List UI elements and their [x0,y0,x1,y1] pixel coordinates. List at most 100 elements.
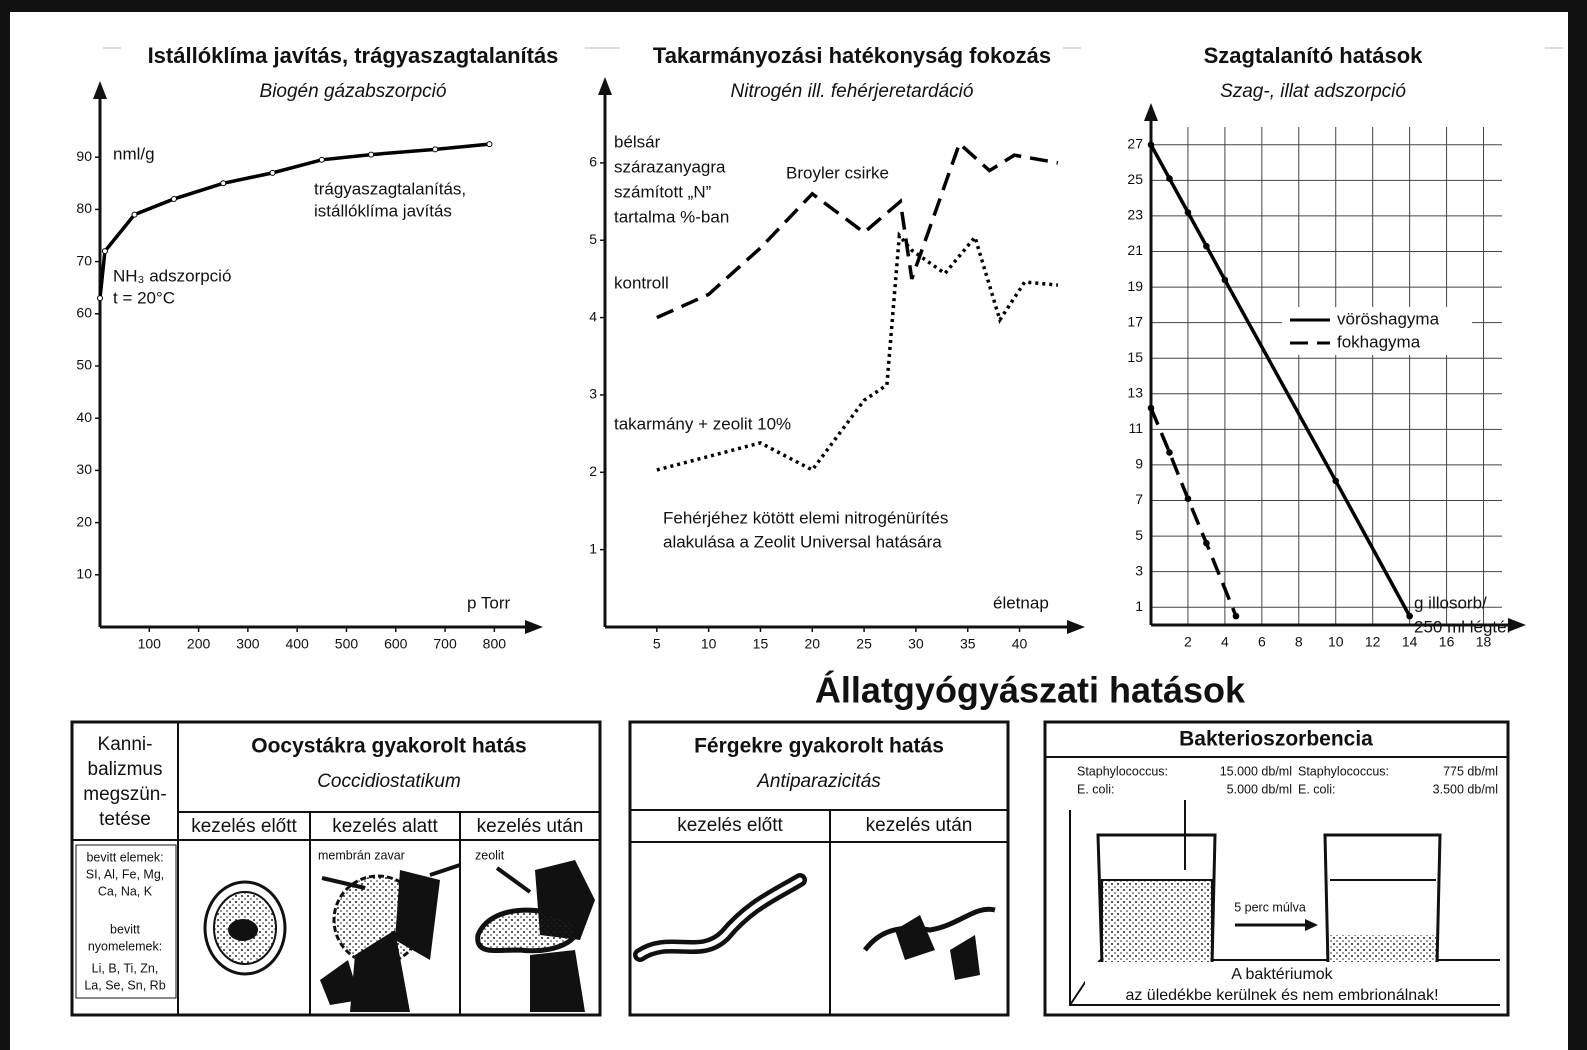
caption-bg [1085,962,1493,1002]
text: Ca, Na, K [98,884,153,898]
chart-subtitle: Biogén gázabszorpció [260,81,447,102]
x-tick-label: 10 [701,636,717,652]
box-title: tetése [99,809,151,830]
box-title: Bakterioszorbencia [1179,728,1373,751]
y-tick-label: 7 [1135,491,1143,507]
background [10,12,1568,1050]
annotation: nml/g [113,144,155,163]
x-tick-label: 100 [138,636,162,652]
x-tick-label: 10 [1328,634,1344,650]
title-bg [620,40,1084,74]
data-point [368,151,375,158]
legend-box [1282,307,1472,355]
data-point [1332,477,1340,485]
column-header: kezelés után [477,816,584,837]
worm [863,906,996,952]
data-point [1203,242,1210,250]
y-tick-label: 60 [76,305,92,321]
x-axis-arrow [525,620,543,634]
chart-title: Istállóklíma javítás, trágyaszagtalanítá… [148,43,559,68]
annotation: NH₃ adszorpció [113,266,231,285]
x-tick-label: 40 [1012,636,1028,652]
data-point [1166,175,1173,182]
annotation: trágyaszagtalanítás, [314,179,466,198]
chart-title: Szagtalanító hatások [1204,43,1424,68]
text: La, Se, Sn, Rb [84,978,165,992]
title-bg [1081,40,1545,74]
data-point [1221,276,1229,284]
data-point [1203,539,1210,547]
x-axis-arrow [1508,618,1526,632]
zeolite [395,870,440,960]
annotation: p Torr [467,593,510,612]
box [1043,720,1510,1017]
data-point [1147,404,1155,412]
data-point [97,295,103,302]
y-tick-label: 5 [589,231,597,247]
annotation: tartalma %-ban [614,207,729,226]
legend-label: vöröshagyma [1337,309,1440,328]
text: E. coli: [1298,782,1336,796]
data-point [101,248,108,255]
chart-subtitle: Szag-, illat adszorpció [1220,81,1406,102]
x-tick-label: 30 [908,636,924,652]
text: SI, Al, Fe, Mg, [86,867,165,881]
label: membrán zavar [318,848,405,862]
y-tick-label: 11 [1128,420,1143,436]
y-tick-label: 30 [76,461,92,477]
y-tick-label: 1 [589,540,597,556]
x-tick-label: 700 [433,636,457,652]
annotation: bélsár [614,132,661,151]
series-label: takarmány + zeolit 10% [614,414,791,433]
annotation: szárazanyagra [614,157,726,176]
caption: az üledékbe kerülnek és nem embrionálnak… [1125,987,1438,1004]
title-bg [121,40,585,74]
x-axis-arrow [1067,620,1085,634]
text: Staphylococcus: [1298,764,1389,778]
y-axis-arrow [598,77,612,95]
data-point [1166,449,1173,456]
arrow-head [1305,919,1318,931]
text: bevitt [110,922,140,936]
text: Staphylococcus: [1077,764,1168,778]
chart-subtitle: Nitrogén ill. fehérjeretardáció [731,81,974,102]
box-title: balizmus [88,759,163,780]
data-line [656,140,1059,320]
data-line [656,231,1059,473]
x-tick-label: 5 [653,636,661,652]
box-subtitle: Coccidiostatikum [317,771,461,792]
y-tick-label: 40 [76,409,92,425]
zeolite [350,930,410,1012]
beaker-content [1101,879,1213,973]
y-tick-label: 6 [589,154,597,170]
y-tick-label: 15 [1127,349,1143,365]
annotation: Fehérjéhez kötött elemi nitrogénürítés [663,508,948,527]
fragment [950,935,980,980]
x-tick-label: 20 [804,636,820,652]
y-tick-label: 25 [1127,171,1143,187]
y-axis-arrow [1144,103,1158,121]
data-point [131,211,138,218]
zeolite [320,960,360,1005]
y-tick-label: 1 [1135,598,1143,614]
data-point [220,180,227,187]
x-tick-label: 800 [483,636,507,652]
annotation: életnap [993,593,1049,612]
chart-title: Takarmányozási hatékonyság fokozás [653,43,1051,68]
y-tick-label: 10 [76,566,92,582]
y-tick-label: 23 [1127,207,1143,223]
y-tick-label: 70 [76,252,92,268]
box-title: Kanni- [98,734,153,755]
x-tick-label: 500 [335,636,359,652]
x-tick-label: 300 [236,636,260,652]
y-tick-label: 50 [76,357,92,373]
y-tick-label: 80 [76,200,92,216]
box [628,720,1010,1017]
x-tick-label: 15 [753,636,769,652]
x-tick-label: 600 [384,636,408,652]
x-tick-label: 14 [1402,634,1418,650]
column-header: kezelés előtt [677,815,783,836]
annotation: g illosorb/ [1414,593,1487,612]
y-tick-label: 4 [589,308,597,324]
